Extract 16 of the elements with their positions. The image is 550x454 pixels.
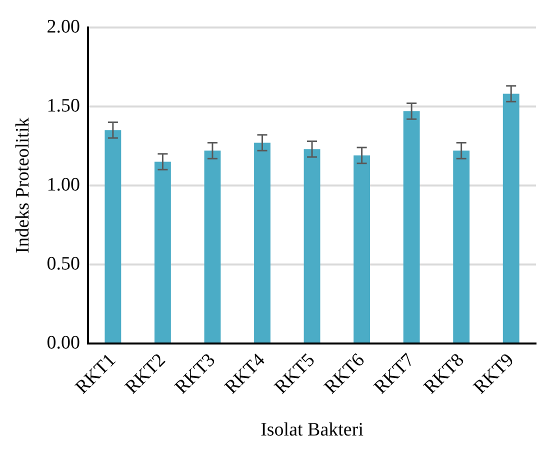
y-tick-label: 1.00 [46,174,80,196]
bar [254,142,270,342]
bar [104,130,122,342]
bar [154,162,171,342]
bar [304,149,320,342]
y-tick-label: 0.50 [46,253,80,274]
y-tick-label: 0.00 [46,332,80,354]
x-axis-title: Isolat Bakteri [260,420,364,441]
y-axis-title: Indeks Proteolitik [12,117,34,254]
bar [354,155,370,342]
y-tick-label: 2.00 [46,16,80,38]
bar [502,94,520,342]
bar [453,150,470,342]
bar [403,111,420,342]
bar [204,150,221,342]
y-tick-label: 1.50 [46,95,80,116]
